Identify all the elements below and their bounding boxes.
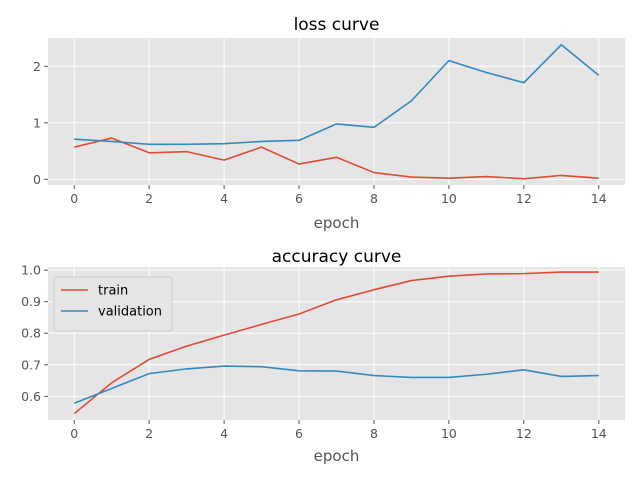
x-tick-label: 6	[295, 191, 303, 206]
y-tick-label: 2	[33, 59, 41, 74]
legend: train validation	[53, 276, 173, 332]
chart-title: accuracy curve	[272, 247, 402, 267]
series-line-train	[73, 271, 599, 415]
plot-area	[48, 38, 625, 185]
y-tick-label: 0.7	[21, 357, 41, 372]
x-axis-label: epoch	[314, 214, 360, 232]
x-tick-label: 4	[220, 426, 228, 441]
series-line-validation	[73, 365, 599, 405]
y-tick-label: 1.0	[21, 263, 41, 278]
legend-label-train: train	[98, 284, 128, 299]
x-tick-label: 2	[145, 426, 153, 441]
y-tick-label: 1	[33, 115, 41, 130]
x-tick-label: 6	[295, 426, 303, 441]
chart-1: 0 2 4 6 8 10 12 14 0.6 0.7 0.8 0.9 1.0 accuracy curve…	[21, 247, 625, 465]
chart-title: loss curve	[294, 15, 380, 35]
series-line-0	[74, 137, 599, 180]
x-tick-label: 14	[591, 191, 607, 206]
x-tick-label: 14	[591, 426, 607, 441]
x-tick-label: 0	[70, 191, 78, 206]
series-line-1	[74, 43, 600, 146]
x-tick-label: 8	[370, 426, 378, 441]
y-tick-label: 0	[33, 172, 41, 187]
x-axis-label: epoch	[314, 447, 360, 465]
x-tick-label: 12	[516, 191, 532, 206]
x-tick-label: 0	[70, 426, 78, 441]
y-tick-label: 0.9	[21, 294, 41, 309]
y-tick-label: 0.6	[21, 389, 41, 404]
y-tick-label: 0.8	[21, 326, 41, 341]
x-tick-label: 4	[220, 191, 228, 206]
legend-label-validation: validation	[98, 305, 162, 320]
x-tick-label: 12	[516, 426, 532, 441]
x-tick-label: 2	[145, 191, 153, 206]
x-tick-label: 10	[441, 191, 457, 206]
x-tick-label: 10	[441, 426, 457, 441]
x-tick-label: 8	[370, 191, 378, 206]
